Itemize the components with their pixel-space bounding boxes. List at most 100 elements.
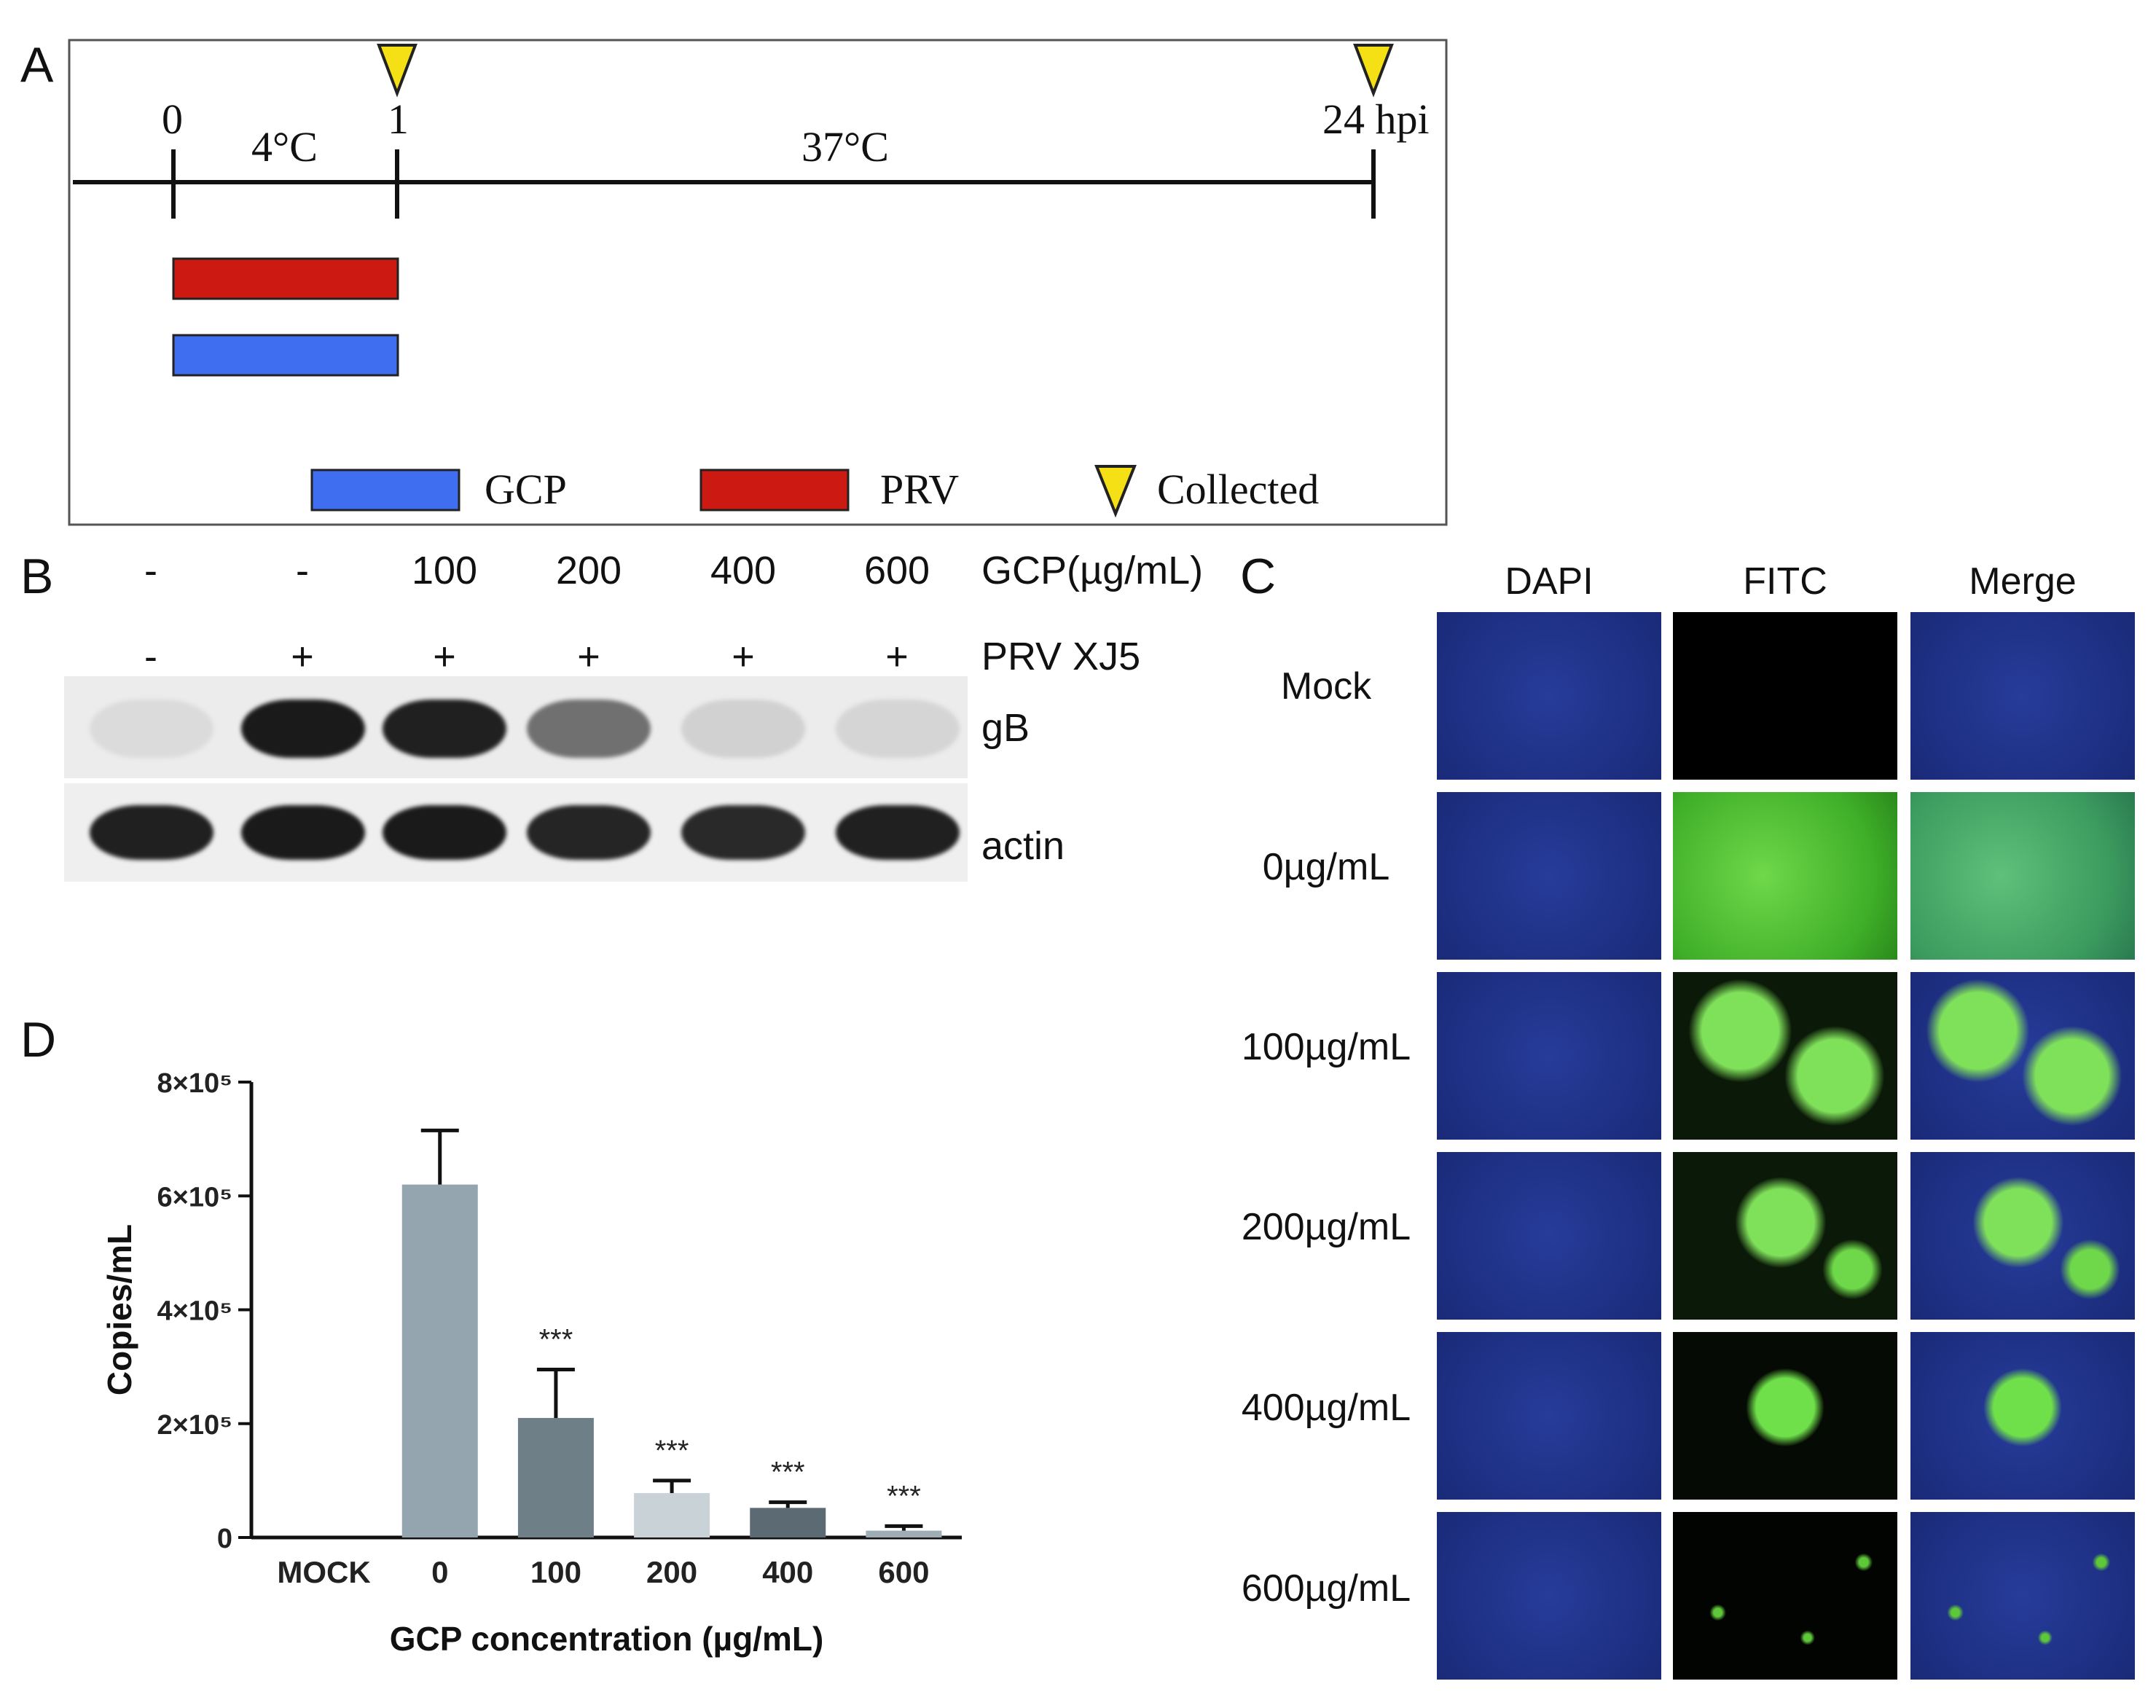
gcp-value-1: - <box>144 549 157 592</box>
y-tick-label-1: 2×10⁵ <box>157 1410 232 1441</box>
bar-600 <box>866 1530 942 1537</box>
micrograph-fitc-5 <box>1673 1332 1897 1500</box>
y-axis-title: Copies/mL <box>101 1224 138 1395</box>
micrograph-dapi-3 <box>1437 972 1661 1140</box>
micrograph-merge-4 <box>1910 1152 2135 1320</box>
panel-a-frame <box>68 39 1448 526</box>
legend-gcp-swatch <box>310 469 460 512</box>
actin-band-1 <box>90 805 213 860</box>
micrograph-dapi-6 <box>1437 1512 1661 1680</box>
micrograph-dapi-5 <box>1437 1332 1661 1500</box>
row-label-100: 100µg/mL <box>1241 1026 1411 1068</box>
actin-blot-strip <box>64 783 968 882</box>
prv-value-1: - <box>144 635 157 678</box>
panel-b-letter: B <box>20 549 54 604</box>
column-header-fitc: FITC <box>1743 560 1827 603</box>
gb-band-4 <box>527 700 651 758</box>
bar-200 <box>634 1493 710 1537</box>
x-tick-label-MOCK: MOCK <box>277 1555 370 1589</box>
panel-a-letter: A <box>20 37 54 93</box>
legend-prv-swatch <box>699 469 850 512</box>
significance-600: *** <box>887 1480 921 1512</box>
micrograph-merge-1 <box>1910 612 2135 780</box>
prv-value-2: + <box>291 635 314 678</box>
significance-200: *** <box>655 1435 689 1467</box>
micrograph-merge-6 <box>1910 1512 2135 1680</box>
micrograph-fitc-2 <box>1673 792 1897 960</box>
gcp-value-6: 600 <box>863 549 930 592</box>
actin-band-5 <box>681 805 805 860</box>
gcp-treatment-bar <box>172 334 399 377</box>
collected-marker-24 <box>1353 44 1394 98</box>
actin-band-6 <box>836 805 960 860</box>
phase-label-4c: 4°C <box>251 123 318 171</box>
actin-band-4 <box>527 805 651 860</box>
y-tick-label-4: 8×10⁵ <box>157 1068 232 1099</box>
gb-label: gB <box>981 706 1030 750</box>
micrograph-fitc-1 <box>1673 612 1897 780</box>
micrograph-merge-3 <box>1910 972 2135 1140</box>
gcp-value-2: - <box>296 549 309 592</box>
row-label-0: 0µg/mL <box>1262 846 1390 888</box>
row-label-400: 400µg/mL <box>1241 1387 1411 1429</box>
x-tick-label-400: 400 <box>762 1555 813 1589</box>
micrograph-fitc-6 <box>1673 1512 1897 1680</box>
x-tick-label-200: 200 <box>646 1555 697 1589</box>
x-tick-label-600: 600 <box>878 1555 929 1589</box>
y-tick-label-0: 0 <box>217 1524 232 1554</box>
actin-label: actin <box>981 824 1065 868</box>
micrograph-merge-5 <box>1910 1332 2135 1500</box>
gb-band-2 <box>241 700 365 758</box>
gb-band-1 <box>90 700 213 758</box>
y-tick-label-2: 4×10⁵ <box>157 1296 232 1327</box>
micrograph-dapi-1 <box>1437 612 1661 780</box>
time-label-1: 1 <box>388 95 409 143</box>
row-label-mock: Mock <box>1280 665 1372 708</box>
prv-value-6: + <box>885 635 909 678</box>
copies-bar-chart: 0 2×10⁵ 4×10⁵ 6×10⁵ 8×10⁵ MOCK 0 *** 100 *** 200 **… <box>101 1068 962 1658</box>
legend-collected-label: Collected <box>1157 466 1320 513</box>
x-axis-title: GCP concentration (µg/mL) <box>390 1620 824 1658</box>
legend-collected-marker <box>1094 465 1137 518</box>
bar-400 <box>750 1508 826 1537</box>
actin-band-2 <box>241 805 365 860</box>
micrograph-fitc-3 <box>1673 972 1897 1140</box>
legend-gcp-label: GCP <box>485 466 567 513</box>
collected-marker-1 <box>377 44 418 98</box>
gcp-value-4: 200 <box>555 549 622 592</box>
bar-100 <box>517 1417 594 1537</box>
legend-prv-label: PRV <box>880 466 960 513</box>
x-tick-label-0: 0 <box>431 1555 448 1589</box>
prv-value-5: + <box>732 635 755 678</box>
panel-d-letter: D <box>20 1012 57 1068</box>
micrograph-dapi-2 <box>1437 792 1661 960</box>
x-tick-label-100: 100 <box>530 1555 581 1589</box>
column-header-dapi: DAPI <box>1505 560 1594 603</box>
micrograph-fitc-4 <box>1673 1152 1897 1320</box>
gb-band-3 <box>383 700 506 758</box>
gb-band-5 <box>681 700 805 758</box>
time-label-0: 0 <box>162 95 183 143</box>
significance-100: *** <box>539 1324 573 1356</box>
gb-blot-strip <box>64 676 968 778</box>
phase-label-37c: 37°C <box>801 123 889 171</box>
actin-band-3 <box>383 805 506 860</box>
prv-row-label: PRV XJ5 <box>981 635 1141 678</box>
row-label-600: 600µg/mL <box>1241 1567 1411 1610</box>
time-label-24: 24 hpi <box>1322 95 1430 143</box>
gcp-row-label: GCP(µg/mL) <box>981 549 1204 592</box>
y-tick-label-3: 6×10⁵ <box>157 1182 232 1213</box>
significance-400: *** <box>771 1457 805 1489</box>
gcp-value-3: 100 <box>411 549 478 592</box>
gb-band-6 <box>836 700 960 758</box>
panel-c-letter: C <box>1240 549 1277 604</box>
row-label-200: 200µg/mL <box>1241 1206 1411 1248</box>
column-header-merge: Merge <box>1969 560 2077 603</box>
panel-a-timeline-diagram <box>68 39 1448 526</box>
bar-0 <box>401 1184 478 1537</box>
prv-value-4: + <box>577 635 600 678</box>
micrograph-merge-2 <box>1910 792 2135 960</box>
prv-value-3: + <box>433 635 456 678</box>
micrograph-dapi-4 <box>1437 1152 1661 1320</box>
gcp-value-5: 400 <box>710 549 777 592</box>
